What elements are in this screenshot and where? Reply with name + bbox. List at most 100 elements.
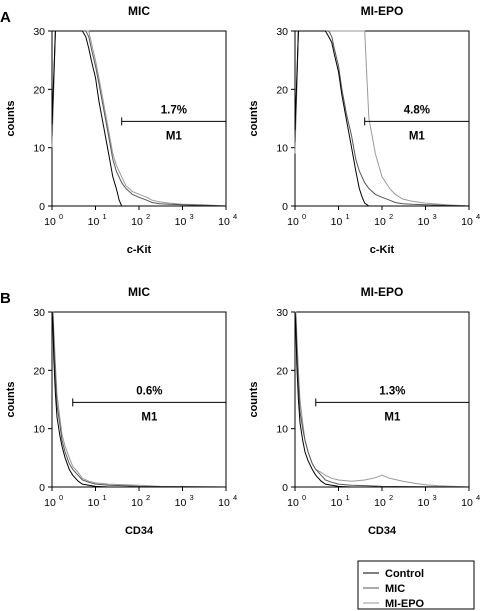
x-axis-label: c-Kit: [370, 244, 395, 256]
series-line-mi-epo: [52, 311, 227, 488]
y-tick-label: 20: [33, 84, 45, 96]
series-line-mic: [52, 311, 227, 488]
legend-label-mic: MIC: [385, 583, 405, 595]
y-tick-label: 10: [33, 143, 45, 155]
x-tick-label: 10: [418, 216, 430, 228]
x-tick-exponent: 2: [146, 212, 150, 221]
x-tick-label: 10: [131, 216, 143, 228]
x-tick-label: 10: [331, 216, 343, 228]
x-tick-label: 10: [44, 497, 56, 509]
y-tick-label: 30: [33, 307, 45, 319]
chart-title: MIC: [128, 285, 150, 299]
x-tick-exponent: 0: [59, 493, 63, 502]
x-tick-exponent: 3: [433, 212, 437, 221]
legend-label-control: Control: [385, 568, 424, 580]
x-tick-label: 10: [331, 497, 343, 509]
y-tick-label: 20: [276, 365, 288, 377]
x-tick-exponent: 4: [233, 493, 237, 502]
series-line-mic: [51, 30, 227, 207]
x-tick-label: 10: [44, 216, 56, 228]
chart-title: MIC: [128, 4, 150, 18]
y-tick-label: 30: [33, 26, 45, 38]
y-tick-label: 0: [282, 201, 288, 213]
gate-percent: 1.7%: [161, 104, 187, 116]
gate-percent: 0.6%: [136, 385, 162, 397]
legend: Control MIC MI-EPO: [357, 560, 475, 610]
x-tick-label: 10: [218, 216, 230, 228]
x-tick-label: 10: [374, 497, 386, 509]
series-line-mi-epo: [51, 30, 227, 207]
chart-title: MI-EPO: [361, 285, 404, 299]
gate-percent: 1.3%: [379, 385, 405, 397]
y-tick-label: 10: [276, 424, 288, 436]
series-line-mi-epo: [295, 311, 470, 488]
y-tick-label: 30: [276, 307, 288, 319]
plot-frame: [51, 30, 227, 207]
x-tick-exponent: 0: [302, 493, 306, 502]
gate-label: M1: [409, 130, 426, 142]
x-tick-exponent: 2: [389, 212, 393, 221]
legend-label-mi-epo: MI-EPO: [385, 598, 425, 610]
y-tick-label: 20: [276, 84, 288, 96]
x-tick-label: 10: [131, 497, 143, 509]
y-axis-label: counts: [5, 381, 17, 417]
y-tick-label: 0: [39, 482, 45, 494]
x-tick-exponent: 2: [146, 493, 150, 502]
x-tick-label: 10: [287, 216, 299, 228]
series-line-control: [294, 311, 469, 488]
x-tick-exponent: 4: [476, 212, 480, 221]
x-tick-exponent: 1: [103, 493, 107, 502]
x-tick-exponent: 4: [233, 212, 237, 221]
plot-frame: [294, 311, 470, 488]
legend-box: [357, 560, 475, 610]
x-tick-label: 10: [461, 497, 473, 509]
series-line-mic: [294, 311, 470, 488]
x-tick-label: 10: [374, 216, 386, 228]
x-tick-exponent: 4: [476, 493, 480, 502]
y-tick-label: 10: [33, 424, 45, 436]
x-axis-label: CD34: [125, 525, 154, 537]
x-tick-exponent: 2: [389, 493, 393, 502]
chart-title: MI-EPO: [361, 4, 404, 18]
y-axis-label: counts: [248, 381, 260, 417]
y-tick-label: 0: [282, 482, 288, 494]
x-tick-label: 10: [461, 216, 473, 228]
panel-letter-b: B: [0, 290, 11, 307]
series-line-mic: [294, 30, 470, 207]
x-tick-label: 10: [88, 216, 100, 228]
y-tick-label: 30: [276, 26, 288, 38]
x-tick-label: 10: [287, 497, 299, 509]
x-tick-exponent: 1: [103, 212, 107, 221]
x-tick-label: 10: [175, 497, 187, 509]
x-tick-exponent: 0: [59, 212, 63, 221]
series-line-mi-epo: [294, 30, 470, 207]
x-tick-label: 10: [418, 497, 430, 509]
gate-label: M1: [166, 130, 183, 142]
plot-frame: [294, 30, 470, 207]
y-axis-label: counts: [248, 100, 260, 136]
y-axis-label: counts: [5, 100, 17, 136]
gate-percent: 4.8%: [404, 104, 430, 116]
gate-label: M1: [141, 411, 158, 423]
x-axis-label: CD34: [368, 525, 397, 537]
series-line-control: [294, 30, 469, 207]
x-tick-label: 10: [218, 497, 230, 509]
x-tick-exponent: 3: [190, 212, 194, 221]
x-tick-exponent: 0: [302, 212, 306, 221]
y-tick-label: 20: [33, 365, 45, 377]
series-line-control: [51, 311, 226, 488]
x-axis-label: c-Kit: [127, 244, 152, 256]
gate-label: M1: [384, 411, 401, 423]
y-tick-label: 0: [39, 201, 45, 213]
x-tick-label: 10: [175, 216, 187, 228]
x-tick-exponent: 1: [346, 212, 350, 221]
panel-letter-a: A: [0, 9, 11, 26]
y-tick-label: 10: [276, 143, 288, 155]
x-tick-exponent: 3: [190, 493, 194, 502]
